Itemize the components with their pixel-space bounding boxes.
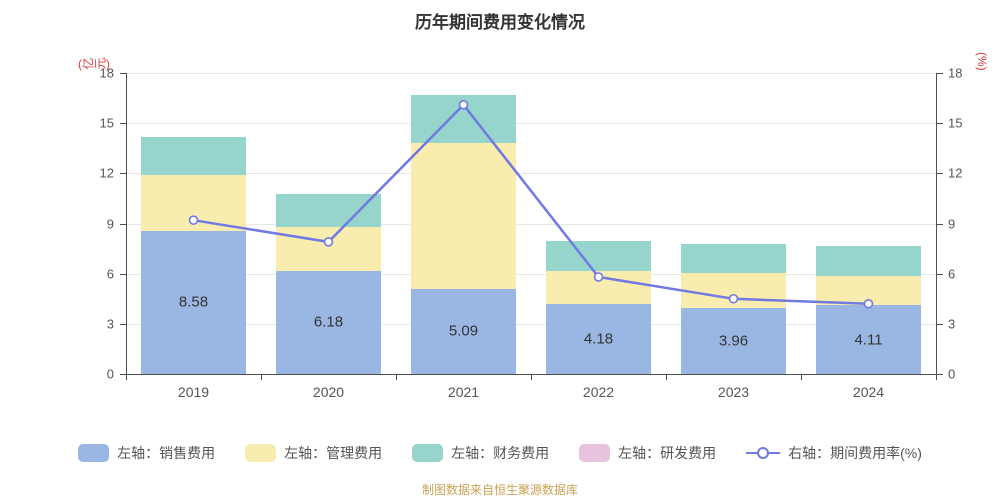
finance-expense-bar-segment[interactable]	[546, 240, 651, 271]
bar-value-label: 6.18	[313, 313, 344, 331]
legend: 左轴：销售费用 左轴：管理费用 左轴：财务费用 左轴：研发费用 右轴：期间费用率…	[0, 443, 1000, 463]
sales-expense-bar-segment[interactable]	[816, 305, 921, 374]
right-axis-tick	[937, 374, 943, 375]
x-axis-category-label: 2022	[582, 384, 615, 400]
right-axis-tick	[937, 323, 943, 325]
left-axis-tick	[120, 73, 126, 74]
x-axis-tick	[396, 374, 397, 380]
legend-item-sales-expense[interactable]: 左轴：销售费用	[78, 443, 215, 463]
left-axis-line	[126, 73, 127, 375]
data-source-note: 制图数据来自恒生聚源数据库	[421, 483, 578, 497]
right-axis-tick	[937, 173, 943, 175]
left-axis-tick	[120, 273, 126, 275]
x-axis-category-label: 2021	[447, 384, 480, 400]
chart-title: 历年期间费用变化情况	[415, 13, 585, 32]
x-axis-category-label: 2019	[177, 384, 210, 400]
right-axis-tick-label: 3	[948, 316, 956, 332]
sales-expense-bar-segment[interactable]	[411, 288, 516, 374]
right-axis-tick	[937, 273, 943, 275]
legend-label-admin-expense: 左轴：管理费用	[284, 445, 383, 461]
expense-ratio-point-marker[interactable]	[863, 298, 874, 309]
x-axis-tick	[531, 374, 532, 380]
sales-expense-bar-segment[interactable]	[276, 270, 381, 374]
left-axis-tick-label: 6	[106, 266, 114, 282]
legend-item-finance-expense[interactable]: 左轴：财务费用	[412, 443, 549, 463]
x-axis-tick	[261, 374, 262, 380]
expense-ratio-point-marker[interactable]	[593, 272, 604, 282]
bar-value-label: 4.11	[854, 331, 883, 349]
gridline	[126, 323, 936, 325]
legend-label-rnd-expense: 左轴：研发费用	[618, 445, 717, 461]
left-axis-tick-label: 15	[99, 115, 114, 131]
legend-label-expense-ratio: 右轴：期间费用率(%)	[788, 445, 922, 461]
gridline	[126, 273, 936, 275]
right-axis-tick-label: 18	[948, 65, 963, 81]
finance-expense-bar-segment[interactable]	[141, 136, 246, 176]
legend-item-admin-expense[interactable]: 左轴：管理费用	[245, 443, 382, 463]
left-axis-tick	[120, 323, 126, 325]
left-axis-tick	[120, 374, 126, 375]
gridline	[126, 223, 936, 225]
expense-ratio-point-marker[interactable]	[458, 99, 469, 110]
gridline	[126, 73, 936, 74]
legend-item-expense-ratio[interactable]: 右轴：期间费用率(%)	[746, 443, 922, 463]
x-axis-tick	[666, 374, 667, 380]
bar-value-label: 3.96	[718, 332, 749, 350]
expense-ratio-point-marker[interactable]	[188, 215, 199, 225]
right-axis-tick-label: 12	[948, 165, 963, 181]
left-axis-tick-label: 0	[106, 366, 114, 382]
x-axis-category-label: 2023	[717, 384, 750, 400]
finance-expense-swatch-icon	[412, 444, 444, 462]
x-axis-category-label: 2024	[852, 384, 885, 400]
finance-expense-bar-segment[interactable]	[816, 245, 921, 276]
finance-expense-bar-segment[interactable]	[681, 244, 786, 273]
sales-expense-swatch-icon	[78, 444, 110, 462]
left-axis-tick	[120, 123, 126, 125]
right-axis-unit-label: (%)	[975, 52, 989, 71]
x-axis-category-label: 2020	[312, 384, 345, 400]
right-axis-tick	[937, 123, 943, 125]
bar-value-label: 4.18	[583, 330, 614, 348]
left-axis-tick-label: 18	[99, 65, 114, 81]
right-axis-tick	[937, 73, 943, 74]
legend-label-sales-expense: 左轴：销售费用	[117, 445, 216, 461]
right-axis-tick-label: 6	[948, 266, 956, 282]
expense-ratio-line-path	[193, 102, 869, 306]
rnd-expense-swatch-icon	[579, 444, 611, 462]
expense-ratio-line	[188, 99, 874, 309]
admin-expense-bar-segment[interactable]	[276, 227, 381, 271]
right-axis-tick	[937, 223, 943, 225]
left-axis-tick-label: 9	[106, 216, 114, 231]
x-axis-tick	[126, 374, 127, 380]
left-axis-tick	[120, 223, 126, 225]
expense-ratio-point-marker[interactable]	[323, 237, 334, 247]
sales-expense-bar-segment[interactable]	[141, 230, 246, 374]
legend-item-rnd-expense[interactable]: 左轴：研发费用	[579, 443, 716, 463]
bar-value-label: 8.58	[178, 293, 209, 311]
expense-ratio-point-marker[interactable]	[728, 293, 739, 304]
bar-value-label: 5.09	[448, 322, 479, 340]
legend-label-finance-expense: 左轴：财务费用	[451, 445, 550, 461]
gridline	[126, 123, 936, 125]
left-axis-tick-label: 12	[99, 165, 114, 181]
left-axis-tick-label: 3	[106, 316, 114, 332]
admin-expense-swatch-icon	[245, 444, 277, 462]
line-circle-marker-icon	[746, 446, 781, 460]
x-axis-tick	[936, 374, 937, 380]
left-axis-tick	[120, 173, 126, 175]
right-axis-tick-label: 9	[948, 216, 956, 231]
right-axis-tick-label: 0	[948, 366, 956, 382]
admin-expense-bar-segment[interactable]	[411, 143, 516, 289]
sales-expense-bar-segment[interactable]	[546, 304, 651, 374]
gridline	[126, 173, 936, 175]
right-axis-line	[936, 73, 937, 375]
sales-expense-bar-segment[interactable]	[681, 307, 786, 374]
right-axis-tick-label: 15	[948, 115, 963, 131]
x-axis-tick	[801, 374, 802, 380]
finance-expense-bar-segment[interactable]	[276, 193, 381, 228]
